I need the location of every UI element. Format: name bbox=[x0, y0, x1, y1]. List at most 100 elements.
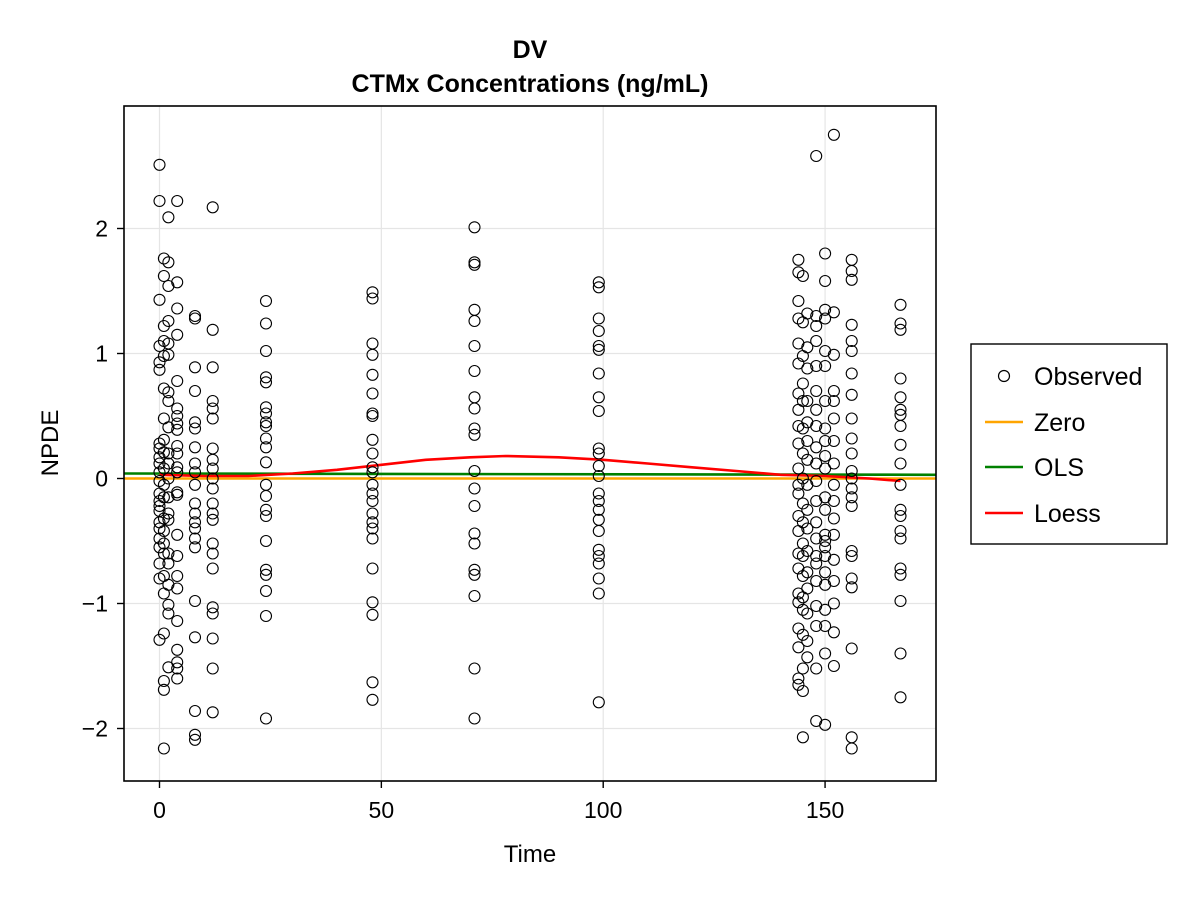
x-axis-ticks: 0 50 100 150 bbox=[153, 781, 844, 823]
observed-point bbox=[592, 557, 605, 570]
observed-point bbox=[171, 302, 184, 315]
observed-point bbox=[162, 598, 175, 611]
observed-points bbox=[153, 128, 907, 755]
y-tick-label: 2 bbox=[95, 216, 108, 242]
observed-point bbox=[366, 447, 379, 460]
observed-point bbox=[366, 433, 379, 446]
observed-point bbox=[259, 563, 273, 576]
observed-point bbox=[819, 647, 832, 660]
observed-point bbox=[171, 614, 184, 628]
observed-point bbox=[801, 434, 814, 448]
observed-point bbox=[792, 294, 805, 308]
x-tick-label: 0 bbox=[153, 797, 166, 823]
observed-point bbox=[468, 482, 481, 495]
observed-point bbox=[171, 582, 184, 595]
observed-point bbox=[153, 474, 166, 488]
observed-point bbox=[162, 447, 175, 460]
observed-point bbox=[206, 462, 219, 475]
observed-point bbox=[845, 334, 858, 348]
observed-point bbox=[827, 626, 840, 639]
observed-point bbox=[206, 537, 219, 550]
observed-point bbox=[468, 256, 481, 269]
observed-point bbox=[157, 627, 170, 640]
observed-point bbox=[468, 527, 481, 540]
observed-point bbox=[206, 562, 219, 575]
observed-point bbox=[366, 387, 379, 400]
observed-point bbox=[894, 509, 907, 523]
observed-point bbox=[171, 276, 184, 289]
observed-point bbox=[468, 568, 481, 581]
observed-point bbox=[845, 264, 858, 278]
x-tick-label: 100 bbox=[584, 797, 622, 823]
observed-point bbox=[810, 319, 823, 333]
observed-point bbox=[171, 656, 184, 669]
observed-point bbox=[801, 582, 814, 595]
observed-point bbox=[845, 572, 858, 585]
observed-point bbox=[845, 367, 858, 380]
observed-point bbox=[827, 512, 840, 525]
observed-point bbox=[792, 487, 805, 500]
observed-point bbox=[792, 437, 805, 450]
observed-point bbox=[259, 584, 273, 598]
observed-point bbox=[819, 359, 832, 373]
observed-point bbox=[796, 269, 809, 283]
observed-point bbox=[796, 537, 809, 550]
observed-point bbox=[153, 557, 166, 570]
observed-point bbox=[792, 266, 805, 279]
observed-point bbox=[819, 503, 832, 516]
observed-point bbox=[819, 274, 832, 288]
observed-point bbox=[801, 341, 814, 354]
observed-point bbox=[206, 513, 219, 526]
observed-point bbox=[845, 344, 858, 358]
observed-point bbox=[259, 509, 273, 523]
observed-point bbox=[827, 128, 840, 141]
observed-point bbox=[894, 391, 907, 404]
observed-point bbox=[171, 662, 184, 675]
observed-point bbox=[157, 382, 170, 395]
observed-point bbox=[259, 401, 273, 414]
observed-point bbox=[801, 634, 814, 648]
observed-point bbox=[259, 534, 273, 548]
observed-point bbox=[801, 503, 814, 516]
observed-point bbox=[845, 464, 858, 478]
observed-point bbox=[366, 461, 379, 474]
observed-point bbox=[259, 568, 273, 581]
observed-point bbox=[845, 388, 858, 401]
observed-point bbox=[366, 608, 379, 621]
observed-point bbox=[810, 557, 823, 570]
observed-point bbox=[188, 312, 202, 325]
observed-point bbox=[366, 286, 379, 299]
legend-observed-label: Observed bbox=[1034, 363, 1142, 391]
observed-point bbox=[827, 574, 840, 588]
observed-point bbox=[259, 376, 273, 389]
observed-point bbox=[827, 348, 840, 361]
observed-point bbox=[819, 449, 832, 463]
observed-point bbox=[366, 507, 379, 520]
observed-point bbox=[827, 306, 840, 319]
observed-point bbox=[796, 516, 809, 529]
observed-point bbox=[801, 651, 814, 664]
observed-point bbox=[259, 478, 273, 491]
observed-point bbox=[157, 674, 170, 688]
observed-point bbox=[801, 394, 814, 408]
observed-point bbox=[796, 497, 809, 510]
legend-zero-label: Zero bbox=[1034, 409, 1085, 437]
observed-point bbox=[592, 442, 605, 455]
observed-point bbox=[171, 417, 184, 430]
observed-point bbox=[468, 428, 481, 441]
observed-point bbox=[845, 499, 858, 513]
observed-point bbox=[162, 607, 175, 620]
observed-point bbox=[845, 318, 858, 331]
observed-point bbox=[819, 303, 832, 316]
observed-point bbox=[188, 507, 202, 520]
observed-point bbox=[592, 587, 605, 600]
observed-point bbox=[792, 641, 805, 654]
observed-point bbox=[819, 534, 832, 548]
observed-point bbox=[845, 412, 858, 425]
observed-point bbox=[157, 547, 170, 560]
observed-point bbox=[827, 394, 840, 408]
observed-point bbox=[819, 247, 832, 260]
observed-point bbox=[206, 361, 219, 374]
observed-point bbox=[810, 309, 823, 323]
observed-point bbox=[845, 482, 858, 495]
